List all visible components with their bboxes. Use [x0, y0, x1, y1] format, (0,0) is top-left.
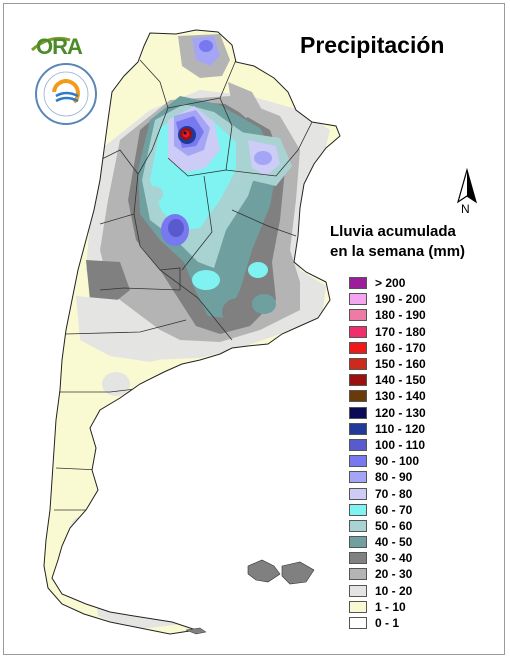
legend-item: 20 - 30	[349, 566, 426, 582]
legend-swatch	[349, 406, 367, 419]
legend-label: 40 - 50	[375, 535, 413, 550]
legend-item: > 200	[349, 275, 426, 291]
legend-title-line2: en la semana (mm)	[330, 243, 466, 260]
legend-label: 70 - 80	[375, 486, 413, 501]
legend-swatch	[349, 584, 367, 597]
legend-label: 180 - 190	[375, 308, 426, 323]
legend-item: 120 - 130	[349, 405, 426, 421]
legend-swatch	[349, 341, 367, 354]
legend-label: 130 - 140	[375, 389, 426, 404]
legend-label: 120 - 130	[375, 405, 426, 420]
legend-swatch	[349, 552, 367, 565]
legend-label: 190 - 200	[375, 292, 426, 307]
legend-swatch	[349, 358, 367, 371]
legend-swatch	[349, 374, 367, 387]
legend-label: > 200	[375, 276, 406, 291]
legend-item: 150 - 160	[349, 356, 426, 372]
legend-label: 50 - 60	[375, 518, 413, 533]
legend-swatch	[349, 600, 367, 613]
legend-title: Lluvia acumulada en la semana (mm)	[330, 222, 465, 262]
legend-swatch	[349, 309, 367, 322]
legend-title-line1: Lluvia acumulada	[330, 223, 456, 240]
legend-item: 30 - 40	[349, 550, 426, 566]
legend-label: 1 - 10	[375, 599, 406, 614]
legend-swatch	[349, 438, 367, 451]
legend-swatch	[349, 455, 367, 468]
ora-logo: ORA	[31, 34, 84, 59]
legend-label: 140 - 150	[375, 373, 426, 388]
institute-seal-logo	[35, 63, 97, 125]
legend-swatch	[349, 617, 367, 630]
legend-label: 100 - 110	[375, 437, 426, 452]
legend-swatch	[349, 471, 367, 484]
legend-swatch	[349, 536, 367, 549]
legend-label: 80 - 90	[375, 470, 413, 485]
legend-item: 70 - 80	[349, 485, 426, 501]
legend-item: 170 - 180	[349, 324, 426, 340]
legend-item: 190 - 200	[349, 291, 426, 307]
legend-label: 90 - 100	[375, 454, 420, 469]
legend-label: 0 - 1	[375, 616, 400, 631]
legend-item: 80 - 90	[349, 469, 426, 485]
legend-item: 100 - 110	[349, 437, 426, 453]
legend-item: 90 - 100	[349, 453, 426, 469]
legend-item: 0 - 1	[349, 615, 426, 631]
legend-label: 150 - 160	[375, 357, 426, 372]
legend-swatch	[349, 519, 367, 532]
map-title: Precipitación	[300, 32, 445, 58]
legend-item: 50 - 60	[349, 518, 426, 534]
legend-label: 160 - 170	[375, 340, 426, 355]
legend-item: 40 - 50	[349, 534, 426, 550]
legend-item: 130 - 140	[349, 388, 426, 404]
legend-item: 160 - 170	[349, 340, 426, 356]
legend-item: 1 - 10	[349, 599, 426, 615]
legend-item: 10 - 20	[349, 583, 426, 599]
map-frame	[3, 3, 505, 655]
legend-item: 60 - 70	[349, 502, 426, 518]
legend-label: 30 - 40	[375, 551, 413, 566]
legend-label: 20 - 30	[375, 567, 413, 582]
legend-label: 60 - 70	[375, 502, 413, 517]
legend-label: 170 - 180	[375, 324, 426, 339]
legend-swatch	[349, 325, 367, 338]
legend-swatch	[349, 390, 367, 403]
legend-swatch	[349, 422, 367, 435]
legend: > 200 190 - 200 180 - 190 170 - 180 160 - 17…	[349, 275, 426, 631]
legend-swatch	[349, 293, 367, 306]
legend-item: 140 - 150	[349, 372, 426, 388]
legend-swatch	[349, 277, 367, 290]
legend-label: 110 - 120	[375, 421, 426, 436]
north-arrow-icon	[456, 167, 478, 204]
north-arrow-letter: N	[461, 202, 470, 216]
legend-item: 180 - 190	[349, 307, 426, 323]
legend-swatch	[349, 503, 367, 516]
svg-text:ORA: ORA	[36, 34, 83, 59]
legend-swatch	[349, 568, 367, 581]
legend-label: 10 - 20	[375, 583, 413, 598]
legend-swatch	[349, 487, 367, 500]
legend-item: 110 - 120	[349, 421, 426, 437]
